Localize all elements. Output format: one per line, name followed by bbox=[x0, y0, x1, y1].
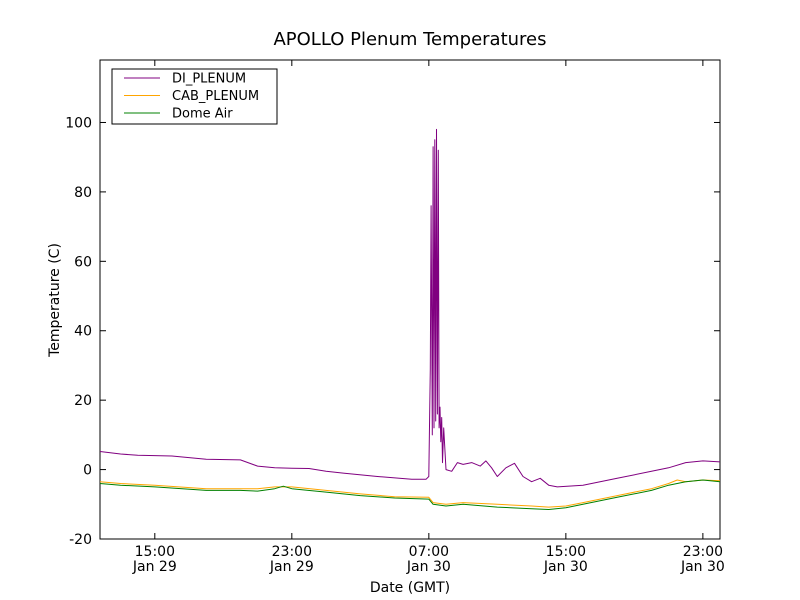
chart-title: APOLLO Plenum Temperatures bbox=[273, 29, 546, 50]
legend: DI_PLENUM CAB_PLENUM Dome Air bbox=[111, 68, 278, 125]
x-tick-label-time: 07:00 bbox=[409, 544, 449, 560]
legend-label: DI_PLENUM bbox=[172, 72, 246, 87]
series-layer bbox=[99, 128, 721, 510]
x-axis-label: Date (GMT) bbox=[370, 580, 450, 596]
series-line-di-plenum bbox=[99, 128, 721, 488]
y-tick-label: 40 bbox=[74, 324, 92, 340]
x-tick-label-time: 23:00 bbox=[683, 544, 723, 560]
x-tick-label-time: 23:00 bbox=[272, 544, 312, 560]
legend-label: Dome Air bbox=[172, 107, 233, 122]
plot-area bbox=[99, 59, 721, 540]
legend-label: CAB_PLENUM bbox=[172, 89, 259, 104]
y-axis-label: Temperature (C) bbox=[47, 243, 63, 358]
x-tick-label-date: Jan 29 bbox=[269, 559, 314, 575]
x-tick-label-date: Jan 30 bbox=[406, 559, 451, 575]
y-tick-label: -20 bbox=[69, 532, 92, 548]
y-tick-label: 0 bbox=[83, 463, 92, 479]
y-tick-label: 60 bbox=[74, 254, 92, 270]
x-tick-label-date: Jan 29 bbox=[132, 559, 177, 575]
x-tick-label-date: Jan 30 bbox=[680, 559, 725, 575]
x-tick-label-time: 15:00 bbox=[546, 544, 586, 560]
x-tick-label-date: Jan 30 bbox=[543, 559, 588, 575]
series-line-dome-air bbox=[99, 479, 721, 510]
x-tick-label-time: 15:00 bbox=[135, 544, 175, 560]
y-tick-label: 100 bbox=[65, 115, 92, 131]
series-line-cab-plenum bbox=[99, 479, 721, 508]
y-tick-label: 20 bbox=[74, 393, 92, 409]
y-tick-label: 80 bbox=[74, 185, 92, 201]
